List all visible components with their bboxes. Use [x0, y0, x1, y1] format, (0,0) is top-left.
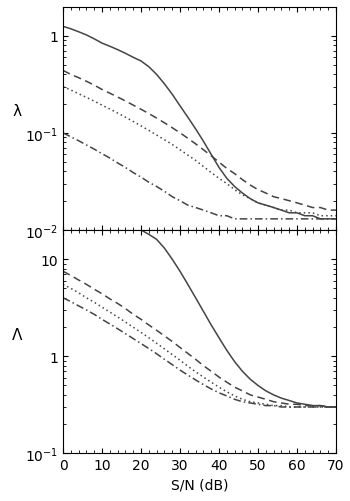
Y-axis label: λ: λ	[12, 104, 21, 119]
X-axis label: S/N (dB): S/N (dB)	[171, 478, 228, 492]
Y-axis label: Λ: Λ	[12, 327, 22, 342]
